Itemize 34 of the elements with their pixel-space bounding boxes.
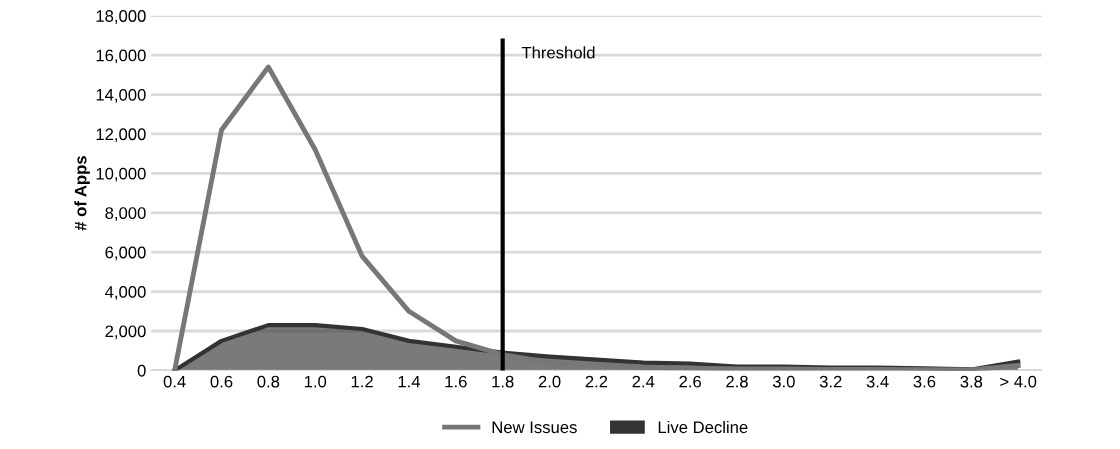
- x-tick-label: 2.2: [585, 375, 608, 388]
- x-tick-label: 3.2: [819, 375, 842, 388]
- y-tick-label: 16,000: [96, 49, 146, 64]
- x-tick-label: > 4.0: [1000, 375, 1037, 388]
- x-tick-label: 1.4: [398, 375, 421, 388]
- x-tick-label: 0.6: [210, 375, 233, 388]
- x-tick-label: 3.4: [866, 375, 889, 388]
- y-tick-label: 8,000: [105, 207, 146, 221]
- y-tick-label: 14,000: [96, 88, 146, 103]
- x-tick-label: 3.6: [913, 375, 936, 388]
- line-series: [172, 64, 1021, 371]
- x-tick-label: 1.6: [445, 375, 467, 388]
- x-tick-label: 0.8: [257, 375, 280, 388]
- y-tick-label: 12,000: [96, 128, 146, 143]
- x-tick-label: 2.6: [679, 375, 701, 388]
- ref-line-label: Threshold: [521, 46, 595, 59]
- y-tick-label: 0: [137, 364, 146, 377]
- legend-label: Live Decline: [658, 420, 748, 434]
- y-tick-label: 18,000: [96, 10, 146, 24]
- y-tick-label: 6,000: [105, 246, 146, 261]
- x-tick-label: 1.8: [492, 375, 514, 388]
- x-tick-label: 2.4: [632, 375, 655, 388]
- y-tick-label: 10,000: [96, 167, 146, 182]
- x-tick-label: 1.2: [351, 375, 373, 388]
- y-tick-label: 2,000: [105, 325, 146, 340]
- legend-label: New Issues: [492, 421, 577, 434]
- x-tick-label: 1.0: [304, 375, 327, 388]
- x-tick-label: 2.8: [726, 375, 748, 388]
- y-tick-label: 4,000: [105, 286, 146, 300]
- x-tick-label: 0.4: [163, 375, 186, 388]
- x-tick-label: 2.0: [538, 375, 561, 388]
- x-tick-label: 3.8: [960, 375, 983, 388]
- y-axis-title: # of Apps: [74, 156, 90, 231]
- x-tick-label: 3.0: [772, 375, 795, 388]
